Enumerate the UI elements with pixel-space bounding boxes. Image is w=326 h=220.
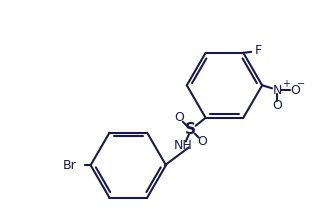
Text: F: F (255, 44, 262, 57)
Text: −: − (297, 79, 305, 89)
Text: N: N (272, 84, 282, 97)
Text: O: O (272, 99, 282, 112)
Text: O: O (198, 135, 208, 148)
Text: NH: NH (173, 139, 192, 152)
Text: +: + (282, 79, 290, 89)
Text: O: O (290, 84, 300, 97)
Text: O: O (174, 111, 184, 124)
Text: Br: Br (63, 159, 77, 172)
Text: S: S (185, 122, 196, 137)
